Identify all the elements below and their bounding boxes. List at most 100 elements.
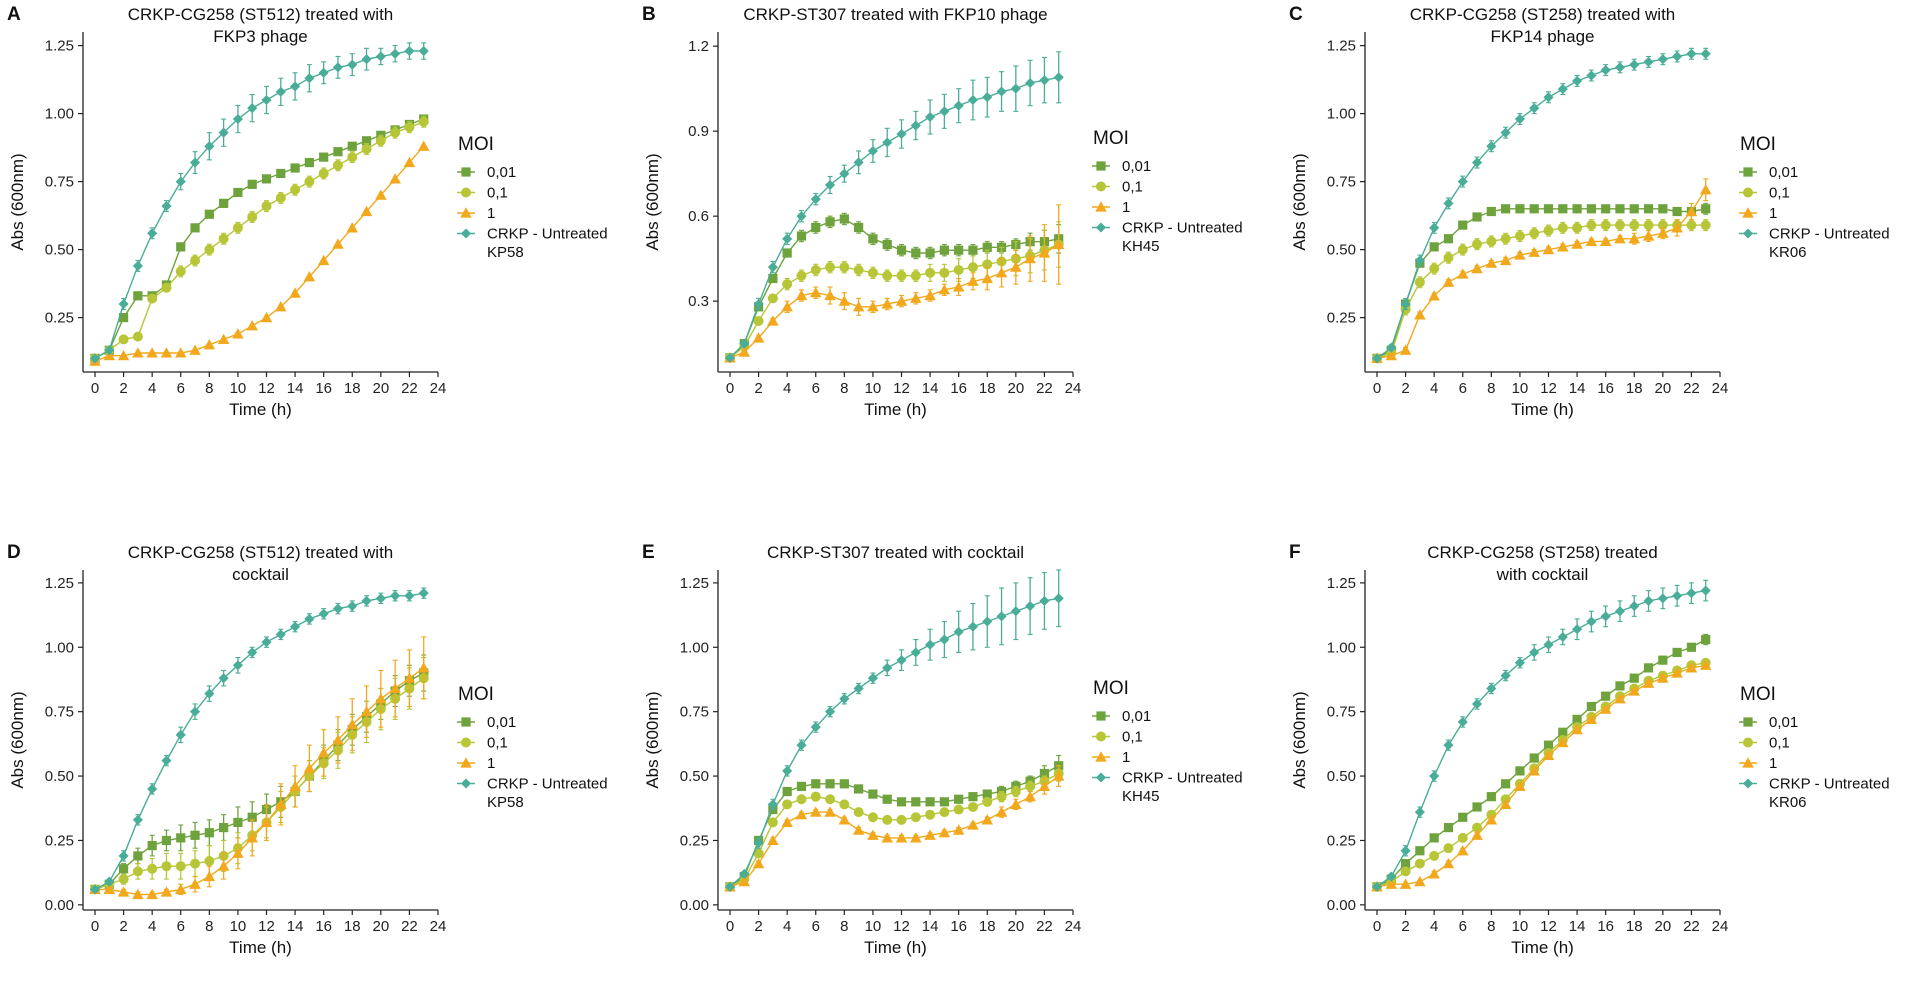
x-axis-title: Time (h) <box>864 400 927 419</box>
data-point <box>1429 263 1440 274</box>
data-point <box>867 267 878 278</box>
data-point <box>247 211 258 222</box>
data-point <box>753 298 764 310</box>
data-point <box>1658 204 1668 214</box>
data-point <box>1443 740 1454 751</box>
y-tick-label: 0.3 <box>688 293 709 310</box>
data-point <box>1414 807 1425 818</box>
data-point <box>1543 225 1554 236</box>
data-point <box>967 262 978 273</box>
x-tick-label: 8 <box>205 380 213 397</box>
x-tick-label: 16 <box>950 918 967 935</box>
data-point <box>1629 601 1640 612</box>
data-point <box>1700 585 1711 596</box>
data-point <box>982 789 992 799</box>
x-tick-label: 12 <box>893 918 910 935</box>
x-tick-label: 24 <box>430 918 447 935</box>
data-point <box>1643 220 1654 231</box>
data-point <box>346 222 358 233</box>
series-line <box>94 592 424 891</box>
data-point <box>1429 222 1440 233</box>
data-point <box>232 113 243 125</box>
data-point <box>1557 631 1568 643</box>
x-tick-label: 14 <box>1569 380 1586 397</box>
data-point <box>1600 611 1611 622</box>
data-point <box>403 672 416 683</box>
data-point <box>753 848 764 859</box>
data-point <box>910 270 921 281</box>
data-point <box>911 248 921 258</box>
data-point <box>1010 786 1021 797</box>
x-tick-label: 2 <box>1401 918 1409 935</box>
data-point <box>839 262 850 273</box>
data-point <box>982 796 993 807</box>
x-tick-label: 10 <box>230 380 247 397</box>
x-tick-label: 18 <box>979 918 996 935</box>
data-point <box>1471 262 1483 274</box>
data-point <box>403 156 416 168</box>
data-point <box>246 832 258 843</box>
data-point <box>103 883 116 894</box>
data-point <box>1025 601 1036 612</box>
data-point <box>1529 647 1540 658</box>
data-point <box>839 214 849 224</box>
legend-key-marker <box>1096 711 1106 721</box>
data-point <box>275 798 287 809</box>
data-point <box>1558 204 1568 214</box>
series-line <box>94 50 424 360</box>
legend-key-marker <box>1743 717 1753 727</box>
data-point <box>290 163 300 173</box>
data-point <box>782 786 792 797</box>
data-point <box>203 870 216 882</box>
data-point <box>1457 716 1468 728</box>
data-point <box>304 157 314 168</box>
chart-panel-b: B CRKP-ST307 treated with FKP10 phage 0.3 0… <box>642 4 1243 419</box>
x-tick-label: 0 <box>1373 918 1381 935</box>
x-tick-label: 0 <box>91 380 99 397</box>
data-point <box>275 629 286 640</box>
x-axis-title: Time (h) <box>864 938 927 957</box>
data-point <box>910 812 921 823</box>
data-point <box>1628 685 1640 696</box>
data-point <box>247 179 257 189</box>
data-point <box>768 273 778 284</box>
data-point <box>852 824 865 835</box>
data-point <box>132 331 143 342</box>
data-point <box>824 806 836 817</box>
data-point <box>1385 878 1398 889</box>
data-point <box>1457 176 1468 187</box>
legend-title: MOI <box>1740 134 1776 155</box>
data-point <box>896 270 907 281</box>
data-point <box>133 291 143 301</box>
data-point <box>1399 878 1412 889</box>
panel-title: cocktail <box>232 565 289 584</box>
data-point <box>247 647 258 658</box>
data-point <box>924 289 936 301</box>
legend-key-marker <box>460 207 472 218</box>
data-point <box>232 660 243 671</box>
data-point <box>1485 257 1498 268</box>
data-point <box>347 601 358 612</box>
data-point <box>1601 691 1611 701</box>
data-point <box>868 234 878 244</box>
data-point <box>404 45 415 57</box>
data-point <box>1457 244 1468 255</box>
legend-title: MOI <box>458 684 494 705</box>
data-point <box>290 621 301 632</box>
data-point <box>1657 672 1669 683</box>
data-point <box>939 807 950 818</box>
data-point <box>361 595 372 606</box>
data-point <box>1414 875 1426 887</box>
x-tick-label: 22 <box>1036 918 1053 935</box>
y-tick-label: 0.50 <box>1327 768 1356 785</box>
data-point <box>782 233 793 244</box>
x-tick-label: 4 <box>783 918 791 935</box>
data-point <box>404 590 415 601</box>
data-point <box>1658 655 1668 665</box>
data-point <box>1457 832 1468 843</box>
data-point <box>1614 220 1625 231</box>
x-tick-label: 24 <box>1065 380 1082 397</box>
data-point <box>1671 667 1683 678</box>
series-0-01 <box>725 212 1064 363</box>
